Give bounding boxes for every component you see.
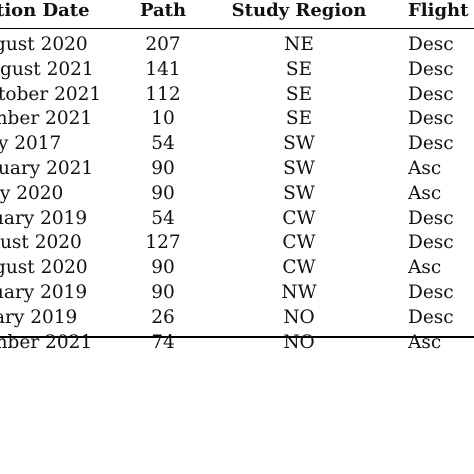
cell-study-region: CW	[282, 207, 316, 229]
cell-study-region: CW	[282, 257, 316, 279]
cell-path: 207	[145, 34, 181, 55]
cell-study-region: NW	[281, 282, 317, 303]
cell-acquisition-date: ly 2017	[0, 133, 62, 155]
header-flight-direction: Flight D	[408, 0, 474, 21]
cell-path: 90	[151, 158, 175, 179]
cell-acquisition-date: mber 2021	[0, 331, 93, 353]
header-acquisition-date: tion Date	[0, 0, 90, 21]
cell-flight-direction: Desc	[408, 282, 454, 303]
cell-flight-direction: Asc	[408, 257, 442, 279]
cell-acquisition-date: uary 2021	[0, 158, 94, 179]
cell-study-region: SE	[285, 83, 313, 105]
cell-acquisition-date: uary 2019	[0, 282, 88, 303]
cell-path: 90	[151, 257, 175, 279]
cell-path: 141	[145, 58, 181, 80]
cell-flight-direction: Desc	[408, 108, 454, 130]
cell-path: 74	[151, 331, 175, 353]
cell-acquisition-date: ly 2020	[0, 182, 64, 204]
cell-flight-direction: Desc	[408, 232, 454, 254]
cell-acquisition-date: gust 2020	[0, 257, 88, 279]
cell-acquisition-date: ary 2019	[0, 306, 78, 328]
cell-flight-direction: Desc	[408, 133, 454, 155]
header-study-region: Study Region	[231, 0, 367, 21]
cell-path: 112	[145, 83, 181, 105]
header-rule	[0, 28, 474, 30]
cell-flight-direction: Asc	[408, 182, 442, 204]
cell-study-region: CW	[282, 232, 316, 254]
cell-path: 10	[151, 108, 175, 130]
cell-flight-direction: Desc	[408, 207, 454, 229]
cell-study-region: SW	[283, 133, 315, 155]
cell-study-region: SE	[285, 108, 313, 130]
cell-path: 127	[145, 232, 181, 254]
cell-flight-direction: Asc	[408, 331, 442, 353]
cell-acquisition-date: uary 2019	[0, 207, 88, 229]
cell-path: 90	[151, 182, 175, 204]
cell-flight-direction: Desc	[408, 34, 454, 55]
cell-path: 54	[151, 133, 175, 155]
cell-acquisition-date: tober 2021	[0, 83, 102, 105]
cell-flight-direction: Desc	[408, 83, 454, 105]
cell-flight-direction: Asc	[408, 158, 442, 179]
cell-acquisition-date: mber 2021	[0, 108, 93, 130]
cell-study-region: NO	[283, 306, 315, 328]
cell-study-region: SE	[285, 58, 313, 80]
header-path: Path	[139, 0, 187, 21]
cell-path: 26	[151, 306, 175, 328]
cell-flight-direction: Desc	[408, 58, 454, 80]
cell-path: 54	[151, 207, 175, 229]
cell-acquisition-date: gust 2021	[0, 58, 94, 80]
cell-acquisition-date: ust 2020	[0, 232, 82, 254]
cell-flight-direction: Desc	[408, 306, 454, 328]
cell-study-region: SW	[283, 182, 315, 204]
cell-study-region: NE	[284, 34, 314, 55]
cell-path: 90	[151, 282, 175, 303]
cell-study-region: SW	[283, 158, 315, 179]
cell-study-region: NO	[283, 331, 315, 353]
bottom-rule	[0, 336, 474, 338]
cell-acquisition-date: gust 2020	[0, 34, 88, 55]
